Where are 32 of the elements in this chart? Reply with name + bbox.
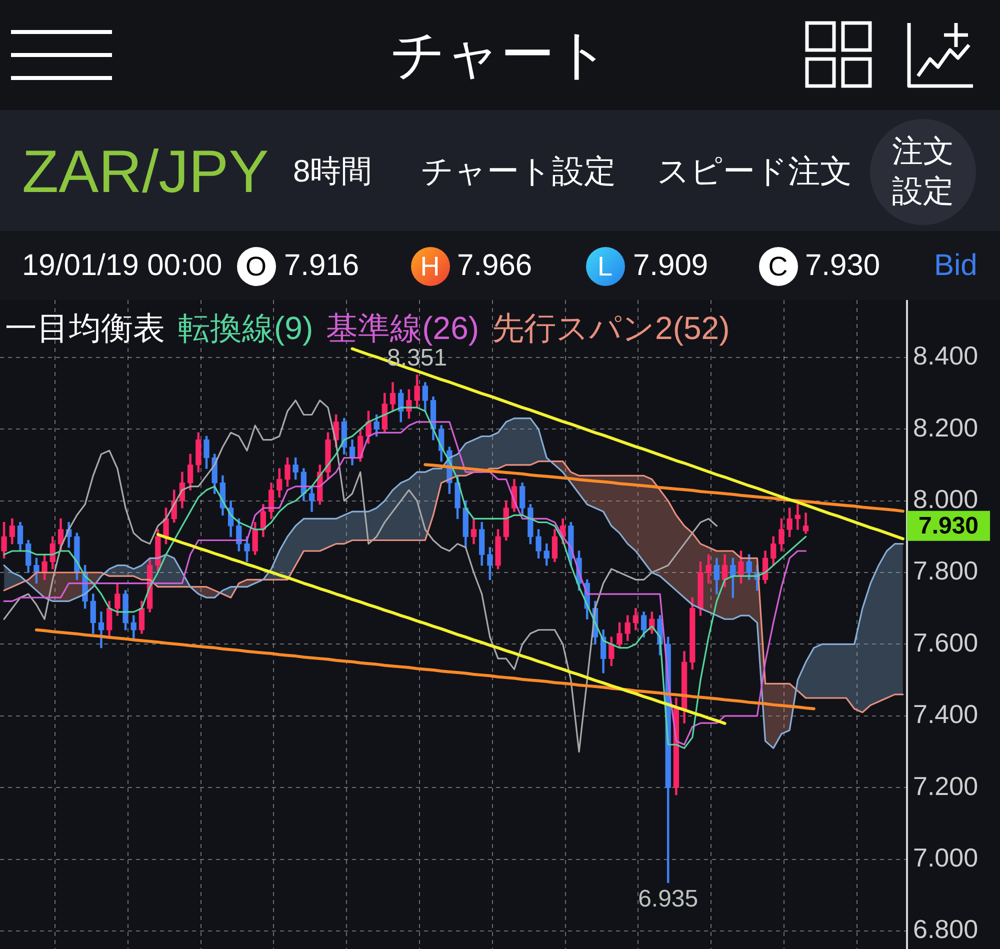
legend-label: 基準線(26)	[326, 310, 480, 346]
y-tick-label: 8.400	[913, 340, 978, 371]
y-tick-label: 7.800	[913, 556, 978, 586]
text: 7.916	[284, 249, 360, 282]
y-tick-label: 8.000	[913, 484, 978, 514]
text: 7.930	[805, 249, 880, 282]
y-tick-label: 7.000	[913, 842, 978, 873]
annotation: 6.935	[638, 885, 698, 912]
text: 7.909	[633, 249, 708, 282]
text: チャート	[390, 25, 610, 85]
chart-subtitle: 8時間	[293, 154, 372, 188]
text: 7.930	[918, 512, 979, 540]
legend-label: 転換線(9)	[178, 310, 314, 346]
chart-title: ZAR/JPY	[22, 138, 269, 205]
text: 注文設定	[891, 132, 955, 211]
y-tick-label: 7.600	[913, 627, 978, 658]
y-tick-label: 7.400	[913, 699, 978, 730]
legend-title: 一目均衡表	[5, 310, 165, 346]
annotation: 8.351	[387, 344, 448, 372]
text: 19/01/19 00:00	[22, 249, 222, 282]
text: 7.966	[457, 249, 532, 282]
text: C	[768, 252, 788, 282]
y-tick-label: 6.800	[913, 914, 978, 944]
text: チャート設定	[421, 153, 616, 189]
text: H	[420, 252, 440, 282]
text: L	[597, 252, 613, 282]
text: Bid	[934, 249, 978, 282]
y-tick-label: 7.200	[913, 770, 978, 801]
text: スピード注文	[657, 153, 852, 189]
text: O	[245, 252, 267, 282]
y-tick-label: 8.200	[913, 412, 978, 442]
legend-label: 先行スパン2(52)	[492, 310, 730, 346]
